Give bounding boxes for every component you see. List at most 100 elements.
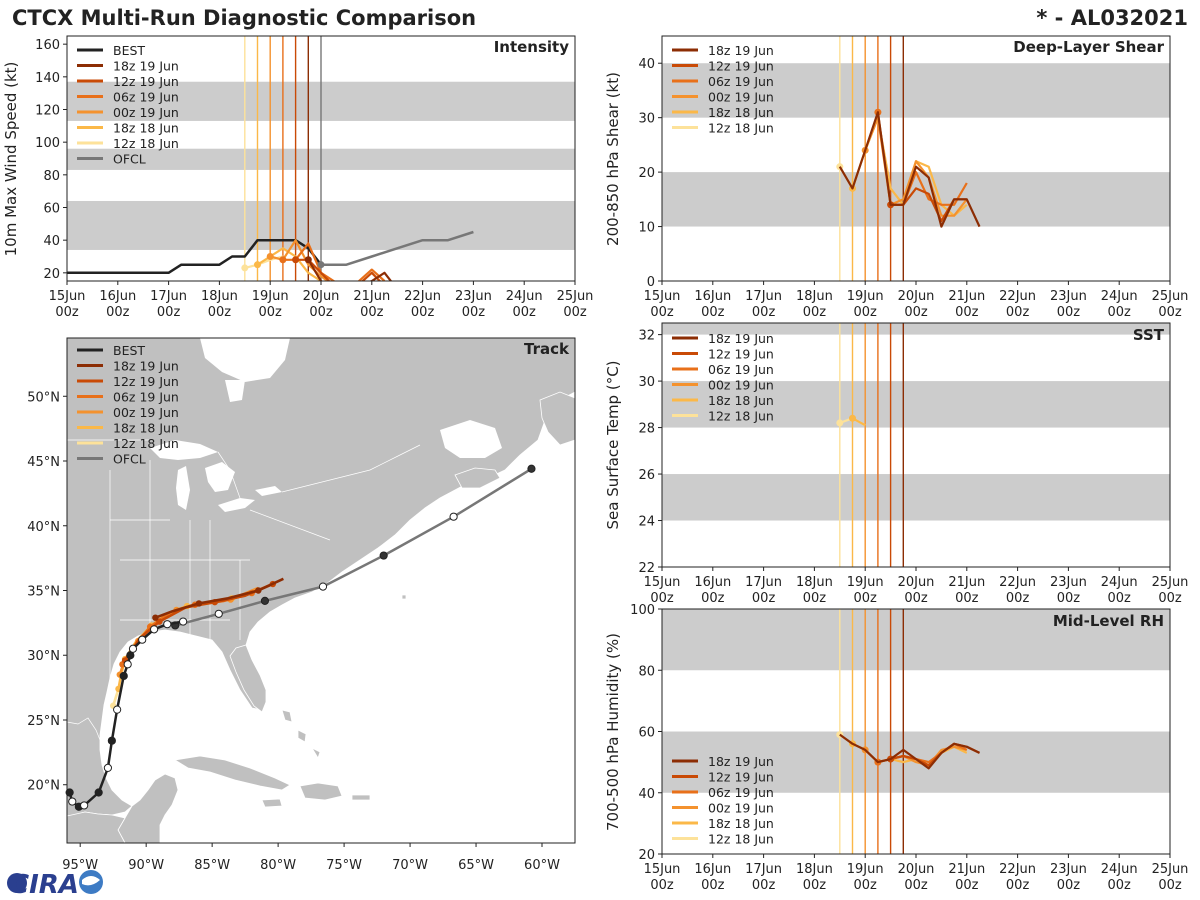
- lake-ontario: [255, 486, 282, 496]
- lake-huron: [205, 462, 235, 492]
- x-tick-label-hour: 00z: [904, 305, 928, 320]
- y-tick-label: 100: [630, 603, 655, 618]
- x-tick-label-hour: 00z: [650, 878, 674, 893]
- legend-label-12z-19-jun: 12z 19 Jun: [113, 74, 179, 89]
- y-tick-label: 0: [647, 275, 655, 290]
- gulf-st-lawrence: [440, 420, 502, 458]
- land-bahamas: [281, 709, 321, 759]
- legend-label-12z-19-jun: 12z 19 Jun: [708, 770, 774, 785]
- legend-label-06z-19-jun: 06z 19 Jun: [708, 74, 774, 89]
- x-tick-label-hour: 00z: [854, 305, 878, 320]
- x-tick-label-day: 22Jun: [999, 289, 1036, 304]
- legend-label-18z-19-jun: 18z 19 Jun: [708, 754, 774, 769]
- y-tick-label: 22: [638, 561, 655, 576]
- x-tick-label-hour: 00z: [752, 878, 776, 893]
- x-tick-label-day: 17Jun: [150, 289, 187, 304]
- x-tick-label-day: 23Jun: [1050, 289, 1087, 304]
- x-tick-label-hour: 00z: [803, 878, 827, 893]
- track-point-12z-19-jun: [156, 618, 163, 625]
- land-hispaniola: [299, 782, 343, 801]
- track-point-best: [80, 801, 89, 810]
- track-point-best: [119, 671, 128, 681]
- x-tick-label-hour: 00z: [701, 591, 725, 606]
- lon-tick-label: 65°W: [458, 858, 494, 873]
- x-tick-label-hour: 00z: [1006, 878, 1030, 893]
- legend-label-00z-19-jun: 00z 19 Jun: [113, 405, 179, 420]
- land-cuba: [173, 755, 291, 791]
- cira-logo: CIRA: [7, 870, 103, 900]
- x-tick-label-hour: 00z: [803, 305, 827, 320]
- legend-label-00z-19-jun: 00z 19 Jun: [708, 378, 774, 393]
- x-tick-label-day: 24Jun: [506, 289, 543, 304]
- y-tick-label: 160: [35, 38, 60, 53]
- x-tick-label-day: 21Jun: [948, 575, 985, 590]
- legend-label-ofcl: OFCL: [113, 452, 146, 467]
- series-line-06z-19-jun: [282, 242, 386, 281]
- x-tick-label-hour: 00z: [1158, 878, 1182, 893]
- sst-title: SST: [1133, 326, 1165, 344]
- rh-ylabel: 700-500 hPa Humidity (%): [604, 633, 622, 831]
- series-line-18z-19-jun: [307, 259, 393, 281]
- intensity-panel: 2040608010012014016015Jun00z16Jun00z17Ju…: [2, 35, 593, 320]
- y-tick-label: 20: [43, 267, 60, 282]
- legend-label-12z-18-jun: 12z 18 Jun: [708, 121, 774, 136]
- x-tick-label-day: 19Jun: [847, 575, 884, 590]
- x-tick-label-day: 17Jun: [745, 862, 782, 877]
- x-tick-label-hour: 00z: [854, 591, 878, 606]
- x-tick-label-day: 20Jun: [898, 575, 935, 590]
- sst-panel: 22242628303215Jun00z16Jun00z17Jun00z18Ju…: [604, 322, 1188, 606]
- legend-label-18z-18-jun: 18z 18 Jun: [708, 105, 774, 120]
- lon-tick-label: 75°W: [326, 858, 362, 873]
- track-point-ofcl: [527, 464, 536, 473]
- y-tick-label: 30: [638, 375, 655, 390]
- legend-label-best: BEST: [113, 343, 145, 358]
- x-tick-label-day: 24Jun: [1101, 862, 1138, 877]
- lat-tick-label: 50°N: [27, 390, 60, 405]
- great-lakes: [150, 338, 502, 512]
- track-point-best: [103, 763, 113, 772]
- legend-label-18z-18-jun: 18z 18 Jun: [113, 121, 179, 136]
- lon-tick-label: 70°W: [392, 858, 428, 873]
- x-tick-label-hour: 00z: [1108, 591, 1132, 606]
- lat-tick-label: 45°N: [27, 455, 60, 470]
- x-tick-label-hour: 00z: [259, 305, 283, 320]
- legend-label-12z-18-jun: 12z 18 Jun: [708, 409, 774, 424]
- legend-label-12z-19-jun: 12z 19 Jun: [113, 374, 179, 389]
- track-point-best: [163, 620, 172, 629]
- track-point-18z-19-jun: [195, 600, 203, 607]
- y-tick-label: 80: [638, 664, 655, 679]
- x-tick-label-hour: 00z: [1158, 591, 1182, 606]
- x-tick-label-day: 16Jun: [99, 289, 136, 304]
- x-tick-label-day: 18Jun: [796, 575, 833, 590]
- x-tick-label-day: 20Jun: [898, 289, 935, 304]
- legend-label-00z-19-jun: 00z 19 Jun: [708, 801, 774, 816]
- x-tick-label-hour: 00z: [650, 305, 674, 320]
- x-tick-label-day: 23Jun: [1050, 575, 1087, 590]
- x-tick-label-hour: 00z: [650, 591, 674, 606]
- y-tick-label: 100: [35, 136, 60, 151]
- lon-tick-label: 80°W: [260, 858, 296, 873]
- x-tick-label-day: 22Jun: [999, 575, 1036, 590]
- logo-wave-icon: [82, 876, 100, 886]
- series-line-ofcl: [321, 230, 474, 266]
- x-tick-label-hour: 00z: [803, 591, 827, 606]
- y-tick-label: 20: [638, 166, 655, 181]
- legend-label-ofcl: OFCL: [113, 152, 146, 167]
- x-tick-label-day: 21Jun: [353, 289, 390, 304]
- series-point-18z-18-jun: [254, 261, 261, 269]
- x-tick-label-hour: 00z: [752, 591, 776, 606]
- legend-label-12z-19-jun: 12z 19 Jun: [708, 59, 774, 74]
- legend-label-18z-19-jun: 18z 19 Jun: [113, 359, 179, 374]
- x-tick-label-hour: 00z: [1006, 591, 1030, 606]
- legend-label-06z-19-jun: 06z 19 Jun: [708, 362, 774, 377]
- x-tick-label-hour: 00z: [1006, 305, 1030, 320]
- land-jamaica: [261, 798, 283, 808]
- x-tick-label-day: 16Jun: [694, 289, 731, 304]
- track-point-best: [179, 617, 188, 626]
- track-point-best: [123, 660, 132, 669]
- shear-panel: 01020304015Jun00z16Jun00z17Jun00z18Jun00…: [604, 35, 1188, 320]
- intensity-title: Intensity: [494, 38, 570, 56]
- land-puerto-rico: [351, 794, 371, 801]
- shaded-band: [662, 474, 1170, 521]
- legend-label-18z-19-jun: 18z 19 Jun: [113, 59, 179, 74]
